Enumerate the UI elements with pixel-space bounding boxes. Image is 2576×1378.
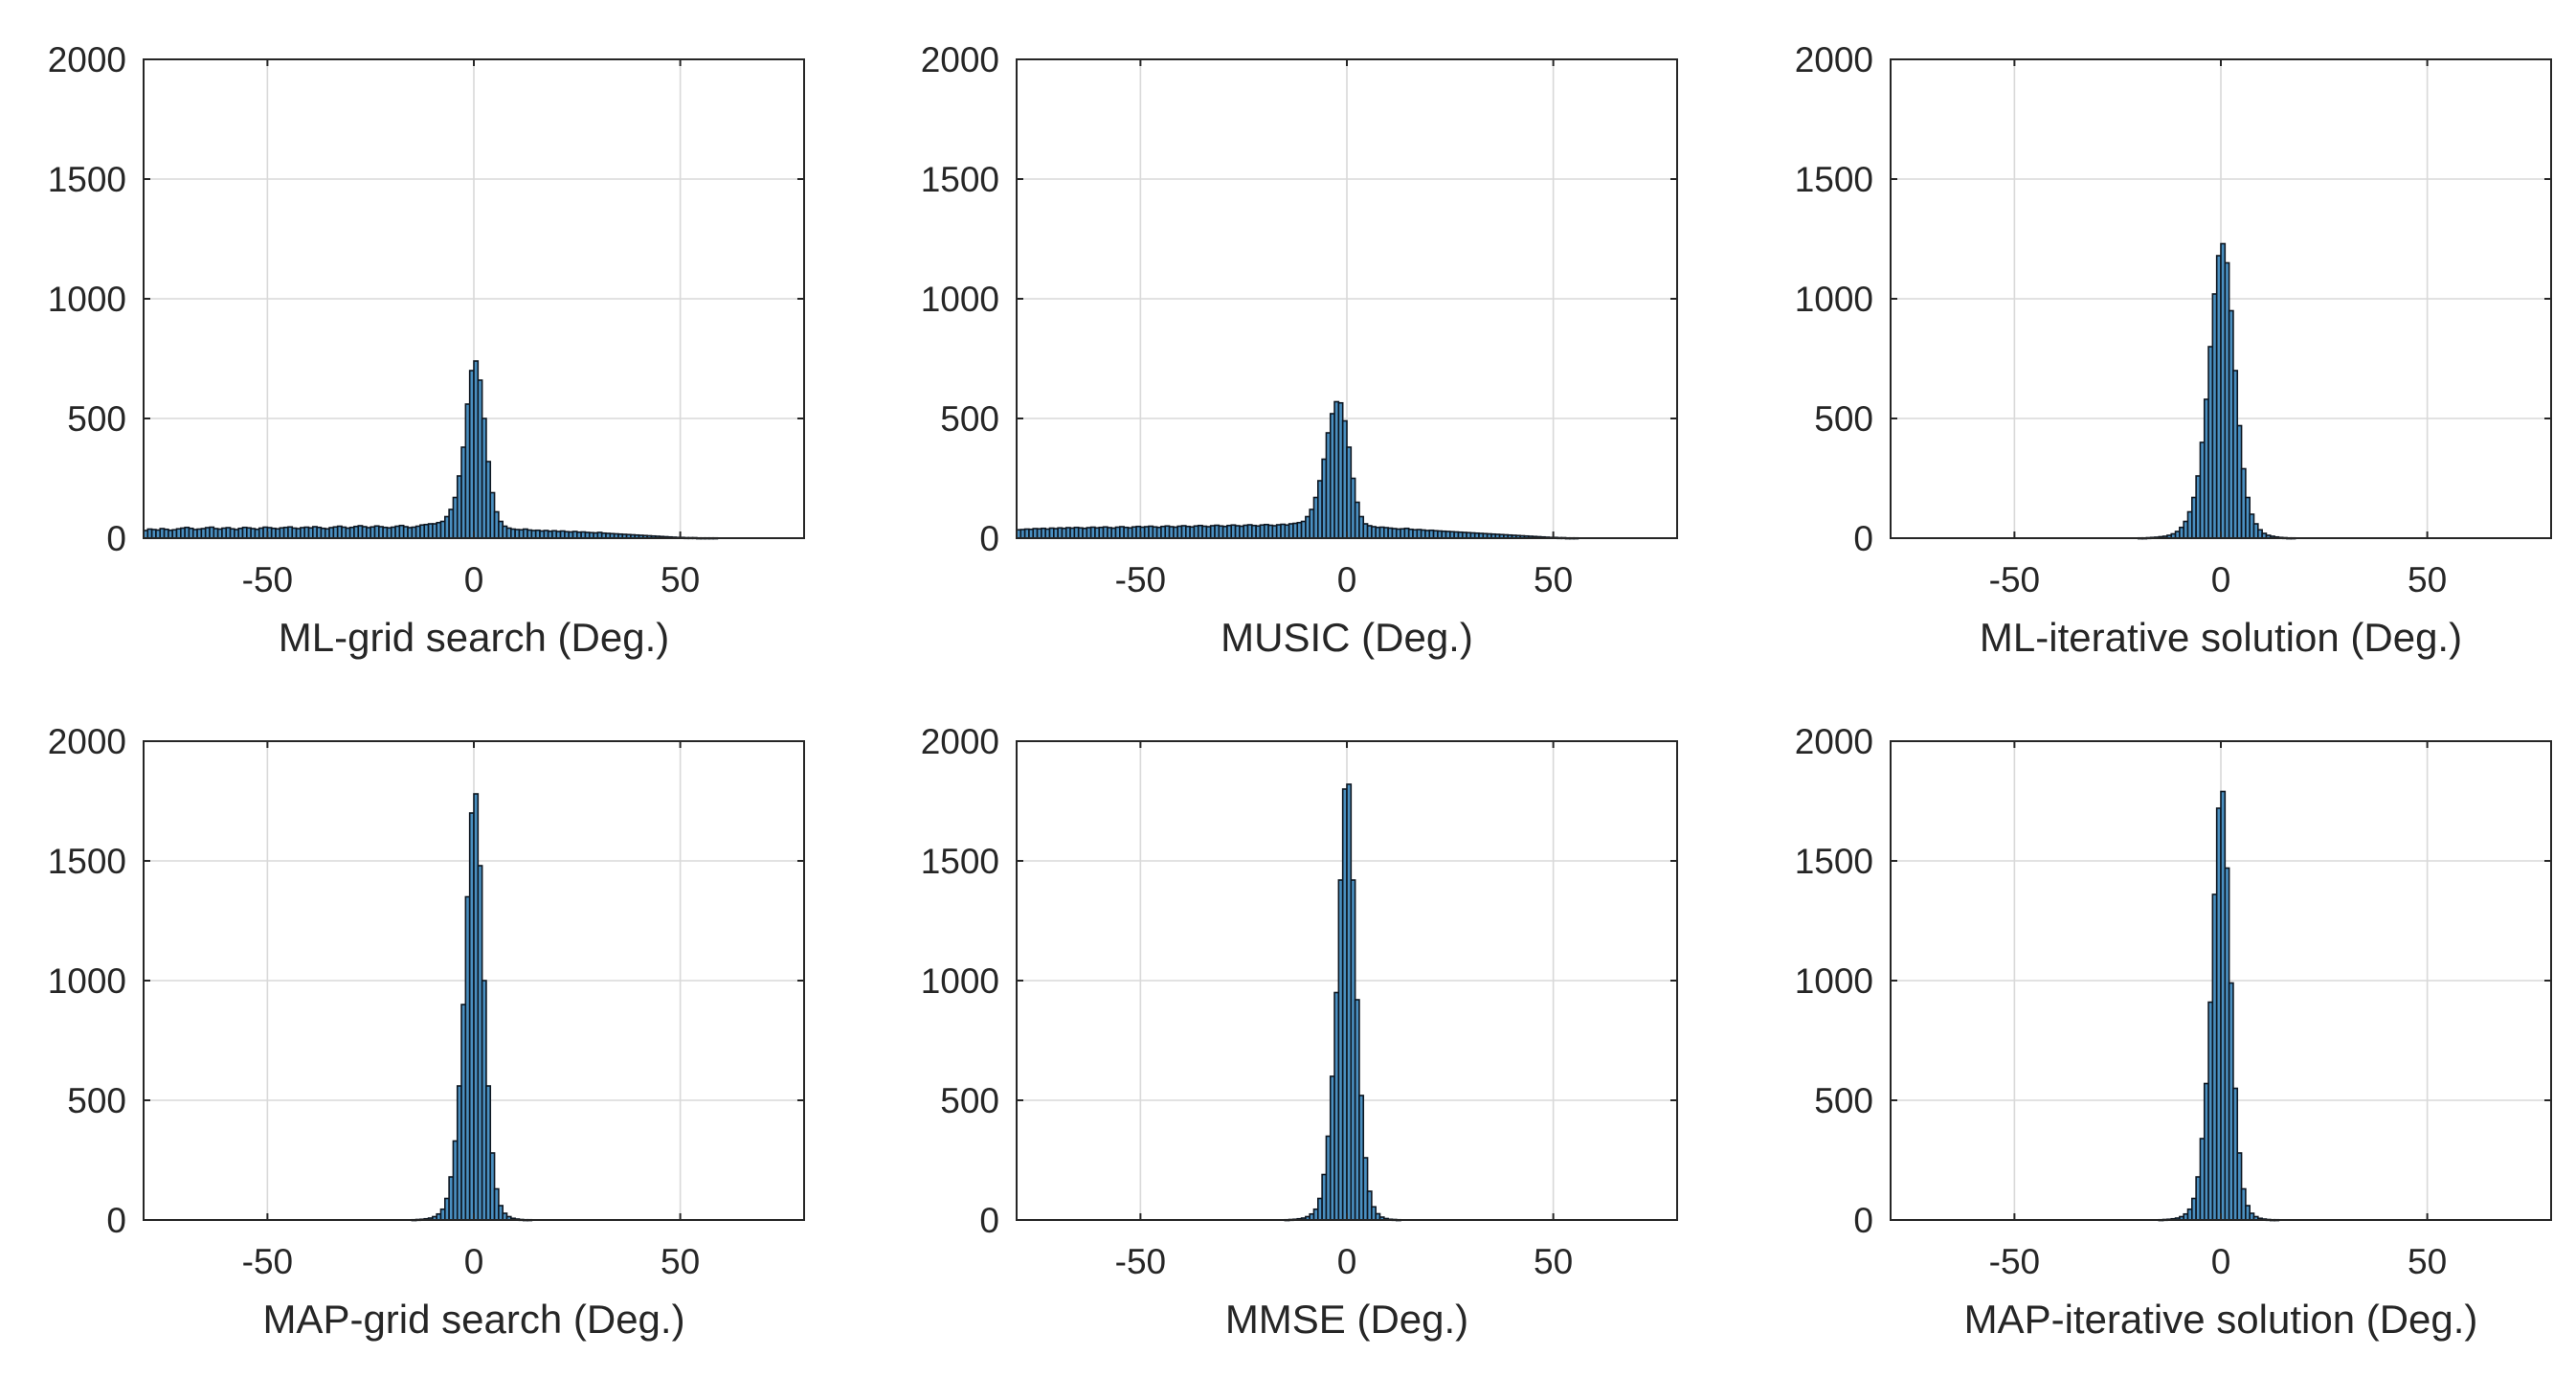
- y-tick-label: 1500: [921, 160, 999, 199]
- y-tick-label: 1500: [48, 842, 126, 881]
- histogram-panel-2: 0 500 1000 1500 2000 -50 0 50 MUSIC (Deg.): [921, 40, 1678, 660]
- x-tick-label: -50: [242, 1242, 293, 1281]
- y-tick-label: 0: [1853, 519, 1873, 558]
- x-tick-label: 0: [464, 1242, 484, 1281]
- histogram-panel-5: 0 500 1000 1500 2000 -50 0 50 MMSE (Deg.): [921, 722, 1678, 1342]
- y-tick-label: 2000: [1795, 722, 1873, 761]
- x-axis-title: MAP-iterative solution (Deg.): [1964, 1297, 2478, 1342]
- y-tick-label: 1000: [921, 961, 999, 1001]
- y-tick-label: 500: [67, 399, 126, 439]
- x-axis-title: MAP-grid search (Deg.): [262, 1297, 684, 1342]
- y-tick-label: 2000: [921, 40, 999, 79]
- y-tick-label: 0: [979, 519, 999, 558]
- y-tick-label: 0: [1853, 1201, 1873, 1240]
- y-tick-label: 1500: [1795, 160, 1873, 199]
- x-tick-label: -50: [1115, 560, 1166, 599]
- y-tick-label: 1000: [48, 280, 126, 319]
- y-tick-label: 0: [979, 1201, 999, 1240]
- x-axis-title: MMSE (Deg.): [1225, 1297, 1468, 1342]
- y-tick-label: 0: [106, 519, 126, 558]
- x-tick-label: 0: [1337, 560, 1357, 599]
- x-tick-label: 0: [2211, 560, 2231, 599]
- x-tick-label: 50: [2408, 560, 2447, 599]
- x-tick-label: 0: [464, 560, 484, 599]
- y-tick-label: 2000: [921, 722, 999, 761]
- y-tick-label: 1500: [921, 842, 999, 881]
- y-tick-label: 1000: [48, 961, 126, 1001]
- y-tick-label: 2000: [1795, 40, 1873, 79]
- histogram-panel-6: 0 500 1000 1500 2000 -50 0 50 MAP-iterative solu…: [1795, 722, 2552, 1342]
- x-tick-label: 50: [1534, 1242, 1573, 1281]
- x-tick-label: -50: [1989, 1242, 2040, 1281]
- x-axis-title: ML-iterative solution (Deg.): [1980, 615, 2462, 660]
- x-tick-label: -50: [242, 560, 293, 599]
- y-tick-label: 500: [1814, 1081, 1873, 1120]
- x-tick-label: 0: [1337, 1242, 1357, 1281]
- x-tick-label: 0: [2211, 1242, 2231, 1281]
- x-tick-label: 50: [1534, 560, 1573, 599]
- y-tick-label: 1000: [921, 280, 999, 319]
- x-axis-title: ML-grid search (Deg.): [279, 615, 669, 660]
- x-tick-label: 50: [661, 1242, 700, 1281]
- x-tick-label: -50: [1115, 1242, 1166, 1281]
- y-tick-label: 1000: [1795, 961, 1873, 1001]
- x-tick-label: 50: [661, 560, 700, 599]
- x-tick-label: 50: [2408, 1242, 2447, 1281]
- y-tick-label: 500: [67, 1081, 126, 1120]
- y-tick-label: 2000: [48, 40, 126, 79]
- y-tick-label: 500: [1814, 399, 1873, 439]
- x-tick-label: -50: [1989, 560, 2040, 599]
- y-tick-label: 1500: [48, 160, 126, 199]
- y-tick-label: 1500: [1795, 842, 1873, 881]
- y-tick-label: 2000: [48, 722, 126, 761]
- y-tick-label: 500: [940, 399, 999, 439]
- histogram-panel-1: 0 500 1000 1500 2000 -50 0 50 ML-grid search (De…: [48, 40, 805, 660]
- histogram-panel-4: 0 500 1000 1500 2000 -50 0 50 MAP-grid search (D…: [48, 722, 805, 1342]
- histogram-panel-3: 0 500 1000 1500 2000 -50 0 50 ML-iterative solut…: [1795, 40, 2552, 660]
- x-axis-title: MUSIC (Deg.): [1221, 615, 1473, 660]
- y-tick-label: 500: [940, 1081, 999, 1120]
- y-tick-label: 1000: [1795, 280, 1873, 319]
- y-tick-label: 0: [106, 1201, 126, 1240]
